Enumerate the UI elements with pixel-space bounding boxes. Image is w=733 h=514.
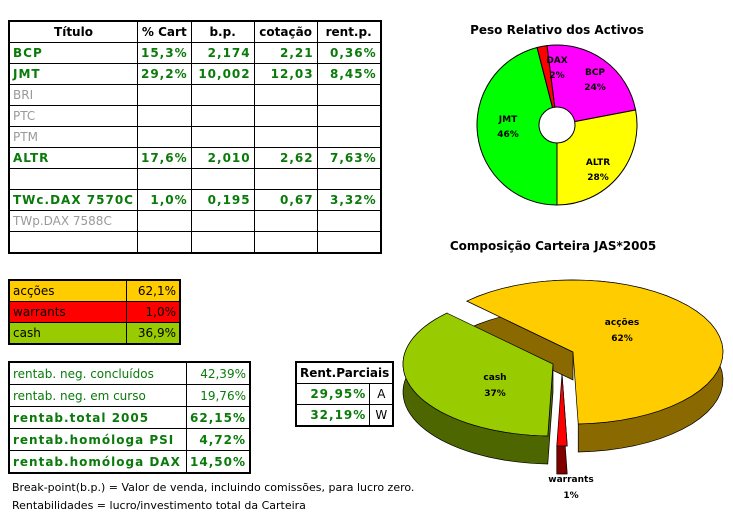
- slice-value-label: 1%: [563, 491, 578, 501]
- returns-label: rentab.homóloga DAX: [8, 450, 187, 474]
- value-cell: 10,002: [190, 63, 255, 85]
- allocation-row: warrants 1,0%: [8, 301, 181, 323]
- slice-value-label: 46%: [497, 130, 519, 140]
- returns-row: rentab.homóloga DAX 14,50%: [8, 450, 251, 474]
- allocation-value: 36,9%: [126, 322, 181, 345]
- chart-title: Composição Carteira JAS*2005: [450, 239, 656, 253]
- title-cell: ALTR: [8, 147, 138, 169]
- slice-label: BCP: [585, 68, 605, 78]
- returns-table: rentab. neg. concluídos 42,39% rentab. neg…: [8, 361, 251, 474]
- slice-value-label: 28%: [587, 173, 609, 183]
- note-breakpoint: Break-point(b.p.) = Valor de venda, incl…: [12, 481, 415, 494]
- value-cell: 0,67: [253, 189, 318, 211]
- allocation-row: cash 36,9%: [8, 322, 181, 345]
- slice-label: JMT: [498, 115, 518, 125]
- allocation-label: cash: [8, 322, 127, 345]
- value-cell: 0,36%: [316, 42, 382, 64]
- partial-returns-table: Rent.Parciais 29,95% A 32,19% W: [295, 361, 395, 427]
- slice-label: warrants: [548, 475, 593, 485]
- slice-value-label: 2%: [549, 71, 564, 81]
- table-row: PTC: [8, 105, 382, 127]
- chart-title: Peso Relativo dos Activos: [470, 23, 644, 37]
- allocation-table: acções 62,1% warrants 1,0% cash 36,9%: [8, 279, 181, 345]
- slice-label: ALTR: [586, 158, 610, 168]
- table-row: [8, 231, 382, 254]
- returns-row: rentab.homóloga PSI 4,72%: [8, 428, 251, 451]
- title-cell: PTM: [8, 126, 138, 148]
- slice-label: DAX: [546, 56, 567, 66]
- partial-value: 32,19%: [295, 404, 371, 427]
- partial-tag: A: [369, 383, 394, 405]
- value-cell: [253, 210, 318, 232]
- pie-slice-jmt: [476, 46, 558, 206]
- partial-value: 29,95%: [295, 383, 371, 405]
- allocation-label: warrants: [8, 301, 127, 323]
- table-row: BRI: [8, 84, 382, 106]
- returns-value: 62,15%: [185, 406, 251, 429]
- donut-hole: [538, 106, 576, 144]
- value-cell: [316, 210, 382, 232]
- title-cell: TWc.DAX 7570C: [8, 189, 138, 211]
- allocation-row: acções 62,1%: [8, 279, 181, 302]
- returns-value: 4,72%: [185, 428, 251, 451]
- table-row: JMT 29,2% 10,002 12,03 8,45%: [8, 63, 382, 85]
- returns-value: 14,50%: [185, 450, 251, 474]
- pie3d-slice-acções: [466, 279, 724, 425]
- pie-slice-altr: [556, 109, 638, 206]
- column-header: rent.p.: [316, 20, 382, 43]
- holdings-table: Título% Cart b.p. cotação rent.p. BCP 15,3% 2,…: [8, 20, 382, 254]
- partial-title: Rent.Parciais: [295, 361, 394, 384]
- pie-slice-dax: [536, 45, 558, 126]
- table-row: TWp.DAX 7588C: [8, 210, 382, 232]
- value-cell: [253, 231, 318, 254]
- pie3d-slice-warrants: [556, 373, 568, 447]
- pie-slice-bcp: [546, 44, 637, 126]
- pie3d-slice-cash: [402, 312, 554, 437]
- returns-label: rentab.homóloga PSI: [8, 428, 187, 451]
- value-cell: [316, 231, 382, 254]
- title-cell: JMT: [8, 63, 138, 85]
- value-cell: 2,62: [253, 147, 318, 169]
- value-cell: 8,45%: [316, 63, 382, 85]
- allocation-value: 1,0%: [126, 301, 181, 323]
- table-row: TWc.DAX 7570C 1,0% 0,195 0,67 3,32%: [8, 189, 382, 211]
- title-cell: [8, 231, 138, 254]
- slice-value-label: 24%: [584, 83, 606, 93]
- slice-label: acções: [605, 318, 639, 328]
- value-cell: 3,32%: [316, 189, 382, 211]
- note-returns: Rentabilidades = lucro/investimento tota…: [12, 499, 306, 512]
- title-cell: TWp.DAX 7588C: [8, 210, 138, 232]
- value-cell: 2,174: [190, 42, 255, 64]
- allocation-label: acções: [8, 279, 127, 302]
- column-header: % Cart: [136, 20, 192, 43]
- partial-tag: W: [369, 404, 394, 427]
- slice-value-label: 37%: [484, 389, 506, 399]
- table-row: BCP 15,3% 2,174 2,21 0,36%: [8, 42, 382, 64]
- slice-label: cash: [483, 373, 506, 383]
- value-cell: 12,03: [253, 63, 318, 85]
- slice-value-label: 62%: [611, 334, 633, 344]
